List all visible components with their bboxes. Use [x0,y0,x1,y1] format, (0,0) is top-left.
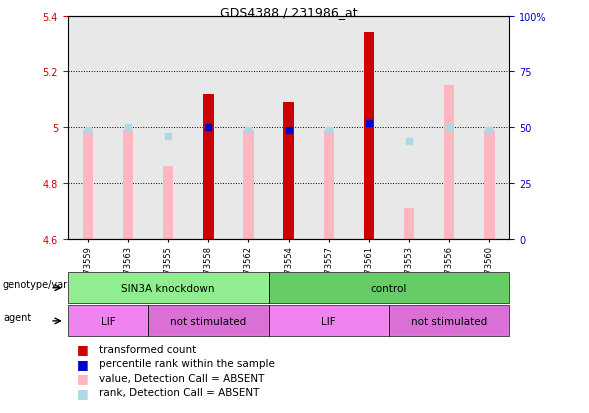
Bar [364,33,374,240]
Bar [82,131,93,240]
Text: not stimulated: not stimulated [170,316,246,326]
Bar [243,131,254,240]
Text: value, Detection Call = ABSENT: value, Detection Call = ABSENT [99,373,264,383]
Bar [163,167,173,240]
Text: agent: agent [3,312,31,322]
Bar [283,103,294,240]
Text: percentile rank within the sample: percentile rank within the sample [99,358,275,368]
Text: rank, Detection Call = ABSENT: rank, Detection Call = ABSENT [99,387,259,397]
Bar [123,131,133,240]
Text: LIF: LIF [322,316,336,326]
Text: ■: ■ [77,386,88,399]
Bar [404,209,414,240]
Text: LIF: LIF [101,316,115,326]
Text: ■: ■ [77,371,88,385]
Text: transformed count: transformed count [99,344,196,354]
Text: GDS4388 / 231986_at: GDS4388 / 231986_at [220,6,358,19]
Text: control: control [371,283,407,293]
Text: SIN3A knockdown: SIN3A knockdown [121,283,215,293]
Bar [484,131,495,240]
Text: not stimulated: not stimulated [411,316,487,326]
Text: genotype/variation: genotype/variation [3,279,95,289]
Bar [323,131,334,240]
Bar [203,95,214,240]
Text: ■: ■ [77,357,88,370]
Text: ■: ■ [77,342,88,356]
Bar [444,86,455,240]
